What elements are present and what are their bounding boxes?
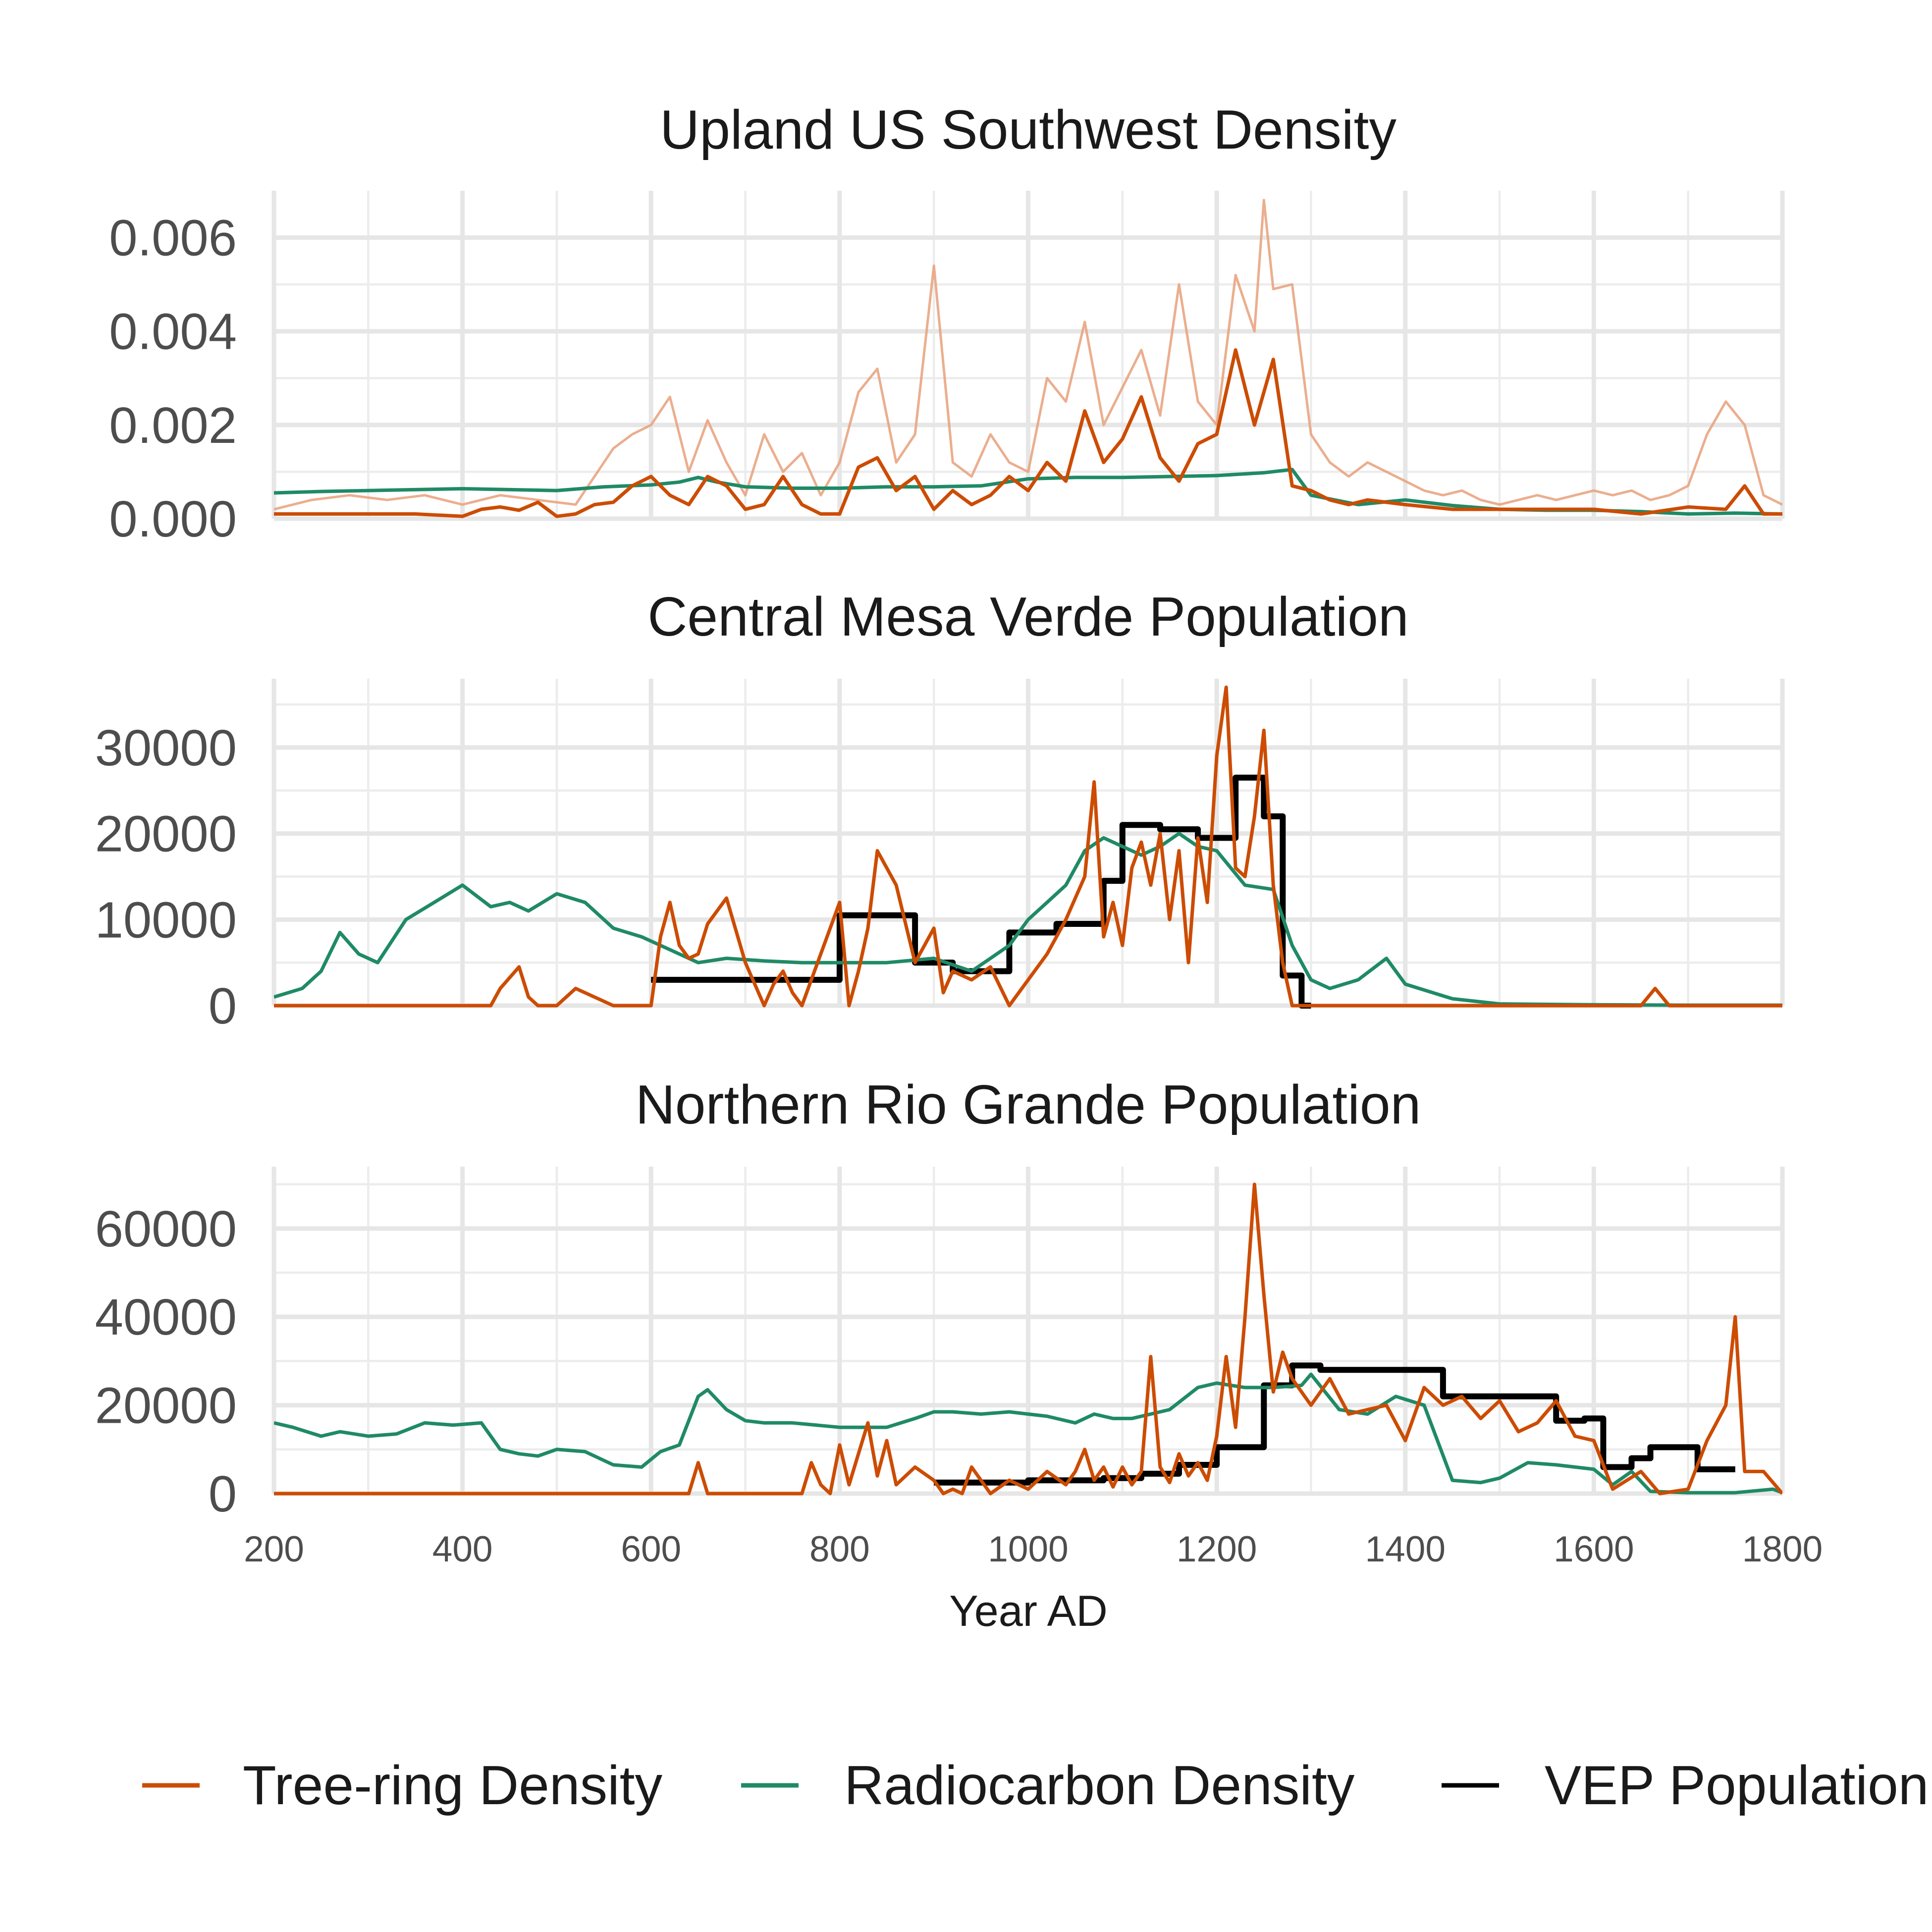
series-tree-ring-raw <box>274 199 1782 511</box>
legend-label-vep: VEP Population <box>1545 1755 1929 1816</box>
y-tick-label: 0.006 <box>109 210 237 267</box>
series-radiocarbon <box>274 832 1782 1007</box>
x-tick-label: 1200 <box>1177 1529 1257 1569</box>
y-tick-label: 60000 <box>95 1200 237 1257</box>
x-tick-label: 1800 <box>1742 1529 1823 1569</box>
x-tick-label: 400 <box>432 1529 493 1569</box>
x-tick-label: 1000 <box>988 1529 1068 1569</box>
y-tick-label: 30000 <box>95 719 237 776</box>
y-tick-label: 0 <box>209 977 237 1034</box>
series-group <box>274 685 1782 1009</box>
series-vep <box>651 774 1311 1009</box>
panel-title: Upland US Southwest Density <box>660 99 1396 161</box>
panel-3: Northern Rio Grande Population 0 20000 4000… <box>95 1074 1785 1522</box>
gridlines <box>271 1167 1785 1496</box>
series-tree-ring <box>274 1182 1782 1496</box>
panel-2: Central Mesa Verde Population 0 10000 20000… <box>95 586 1785 1034</box>
panel-title: Northern Rio Grande Population <box>636 1074 1421 1135</box>
x-tick-label: 200 <box>244 1529 304 1569</box>
series-radiocarbon <box>274 1372 1782 1495</box>
y-tick-label: 0.000 <box>109 490 237 547</box>
series-vep <box>934 1362 1735 1486</box>
x-tick-label: 800 <box>809 1529 870 1569</box>
series-group <box>274 1182 1782 1496</box>
y-tick-label: 20000 <box>95 805 237 862</box>
gridlines <box>271 679 1785 1008</box>
panel-title: Central Mesa Verde Population <box>647 586 1408 647</box>
legend-label-tree-ring: Tree-ring Density <box>243 1755 663 1816</box>
series-group <box>274 199 1782 518</box>
panel-1: Upland US Southwest Density 0.000 0.002 0.0… <box>109 99 1785 547</box>
y-tick-label: 10000 <box>95 891 237 948</box>
y-tick-label: 0.002 <box>109 397 237 454</box>
legend-label-radiocarbon: Radiocarbon Density <box>844 1755 1355 1816</box>
gridlines <box>271 191 1785 521</box>
y-tick-label: 0 <box>209 1465 237 1522</box>
x-tick-label: 1600 <box>1554 1529 1634 1569</box>
x-axis-title: Year AD <box>949 1586 1108 1635</box>
y-tick-label: 20000 <box>95 1377 237 1434</box>
x-tick-label: 600 <box>621 1529 681 1569</box>
y-tick-label: 0.004 <box>109 303 237 360</box>
y-tick-label: 40000 <box>95 1288 237 1345</box>
series-tree-ring <box>274 348 1782 518</box>
series-tree-ring <box>274 685 1782 1008</box>
x-tick-label: 1400 <box>1365 1529 1446 1569</box>
legend: Tree-ring Density Radiocarbon Density VE… <box>142 1755 1929 1816</box>
